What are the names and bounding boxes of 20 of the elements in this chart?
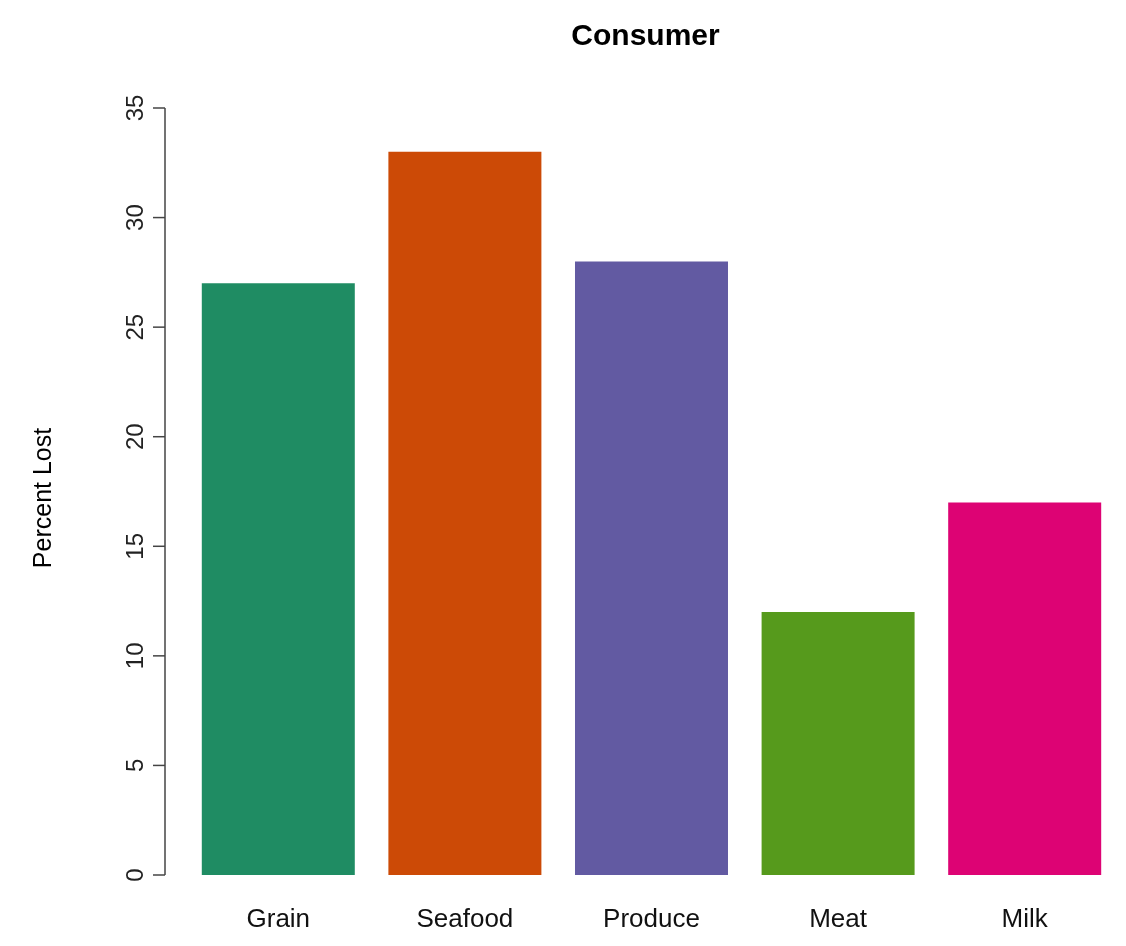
x-tick-label: Milk [1001, 903, 1049, 933]
x-tick-label: Meat [809, 903, 868, 933]
y-axis-title: Percent Lost [27, 427, 57, 569]
y-tick-label: 10 [121, 642, 148, 670]
y-tick-label: 20 [121, 423, 148, 451]
x-tick-label: Grain [246, 903, 311, 933]
bar [761, 612, 915, 875]
bar [201, 283, 355, 875]
y-tick-label: 5 [121, 758, 148, 773]
y-tick-label: 35 [121, 94, 148, 122]
y-tick-label: 25 [121, 313, 148, 341]
x-tick-label: Produce [603, 903, 700, 933]
bar [574, 261, 728, 875]
bar [948, 502, 1102, 875]
y-tick-label: 0 [121, 868, 148, 882]
x-tick-label: Seafood [416, 903, 514, 933]
chart-title: Consumer [570, 18, 721, 52]
y-tick-label: 30 [121, 204, 148, 231]
bar [388, 151, 542, 875]
y-tick-label: 15 [121, 532, 148, 560]
